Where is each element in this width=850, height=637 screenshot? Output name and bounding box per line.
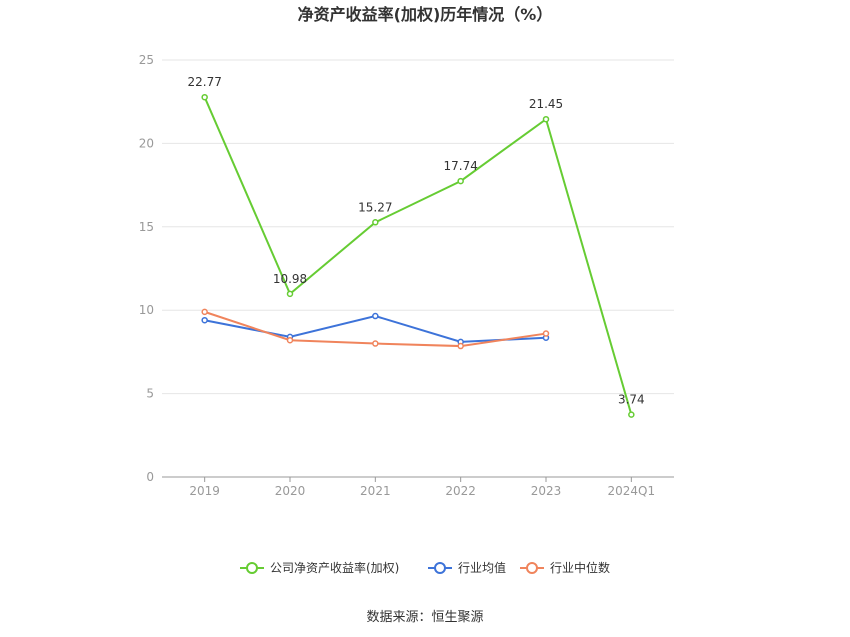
data-point[interactable]: [457, 342, 464, 350]
source-label: 数据来源：恒生聚源: [366, 610, 483, 625]
data-point[interactable]: [201, 316, 208, 324]
x-tick-label: 2022: [445, 484, 476, 498]
data-point[interactable]: [628, 411, 635, 418]
data-point[interactable]: [542, 330, 550, 337]
data-point[interactable]: [542, 115, 550, 123]
data-labels: 22.77 10.98 15.27 17.74 21.45 3.74: [187, 75, 644, 406]
x-tick-label: 2023: [531, 484, 562, 498]
y-tick-label: 15: [139, 220, 154, 234]
legend-marker: [434, 562, 446, 574]
data-label: 15.27: [358, 200, 392, 214]
y-tick-label: 5: [146, 387, 154, 401]
legend-marker: [246, 562, 258, 574]
legend-label: 公司净资产收益率(加权): [270, 560, 399, 575]
data-point[interactable]: [201, 93, 208, 101]
series-group: [201, 93, 635, 418]
data-point[interactable]: [372, 219, 379, 226]
y-tick-label: 20: [139, 136, 154, 150]
data-label: 17.74: [443, 159, 477, 173]
legend[interactable]: 公司净资产收益率(加权) 行业均值 行业中位数: [240, 560, 610, 575]
x-tick-label: 2021: [360, 484, 391, 498]
x-tick-label: 2024Q1: [608, 484, 656, 498]
data-label: 21.45: [529, 97, 563, 111]
y-tick-labels: 0 5 10 15 20 25: [139, 53, 154, 484]
data-point[interactable]: [457, 177, 464, 185]
x-tick-labels: 2019 2020 2021 2022 2023 2024Q1: [189, 484, 655, 498]
legend-item-2[interactable]: 行业中位数: [520, 560, 610, 575]
legend-item-1[interactable]: 行业均值: [428, 560, 506, 575]
y-tick-label: 0: [146, 470, 154, 484]
x-tick-label: 2019: [189, 484, 220, 498]
chart-title: 净资产收益率(加权)历年情况（%）: [298, 5, 553, 24]
x-tick-label: 2020: [275, 484, 306, 498]
data-point[interactable]: [372, 312, 379, 320]
data-label: 3.74: [618, 393, 645, 407]
data-point[interactable]: [286, 336, 294, 344]
data-point[interactable]: [286, 290, 294, 298]
data-label: 22.77: [187, 75, 221, 89]
data-point[interactable]: [372, 340, 379, 347]
grid-lines: [162, 59, 674, 395]
legend-marker: [526, 562, 538, 574]
y-tick-label: 10: [139, 303, 154, 317]
y-tick-label: 25: [139, 53, 154, 67]
series-line-0: [203, 96, 633, 415]
data-label: 10.98: [273, 272, 307, 286]
axes: [162, 476, 674, 482]
legend-label: 行业中位数: [550, 560, 610, 575]
legend-label: 行业均值: [458, 560, 506, 575]
legend-item-0[interactable]: 公司净资产收益率(加权): [240, 560, 399, 575]
data-point[interactable]: [201, 308, 208, 316]
